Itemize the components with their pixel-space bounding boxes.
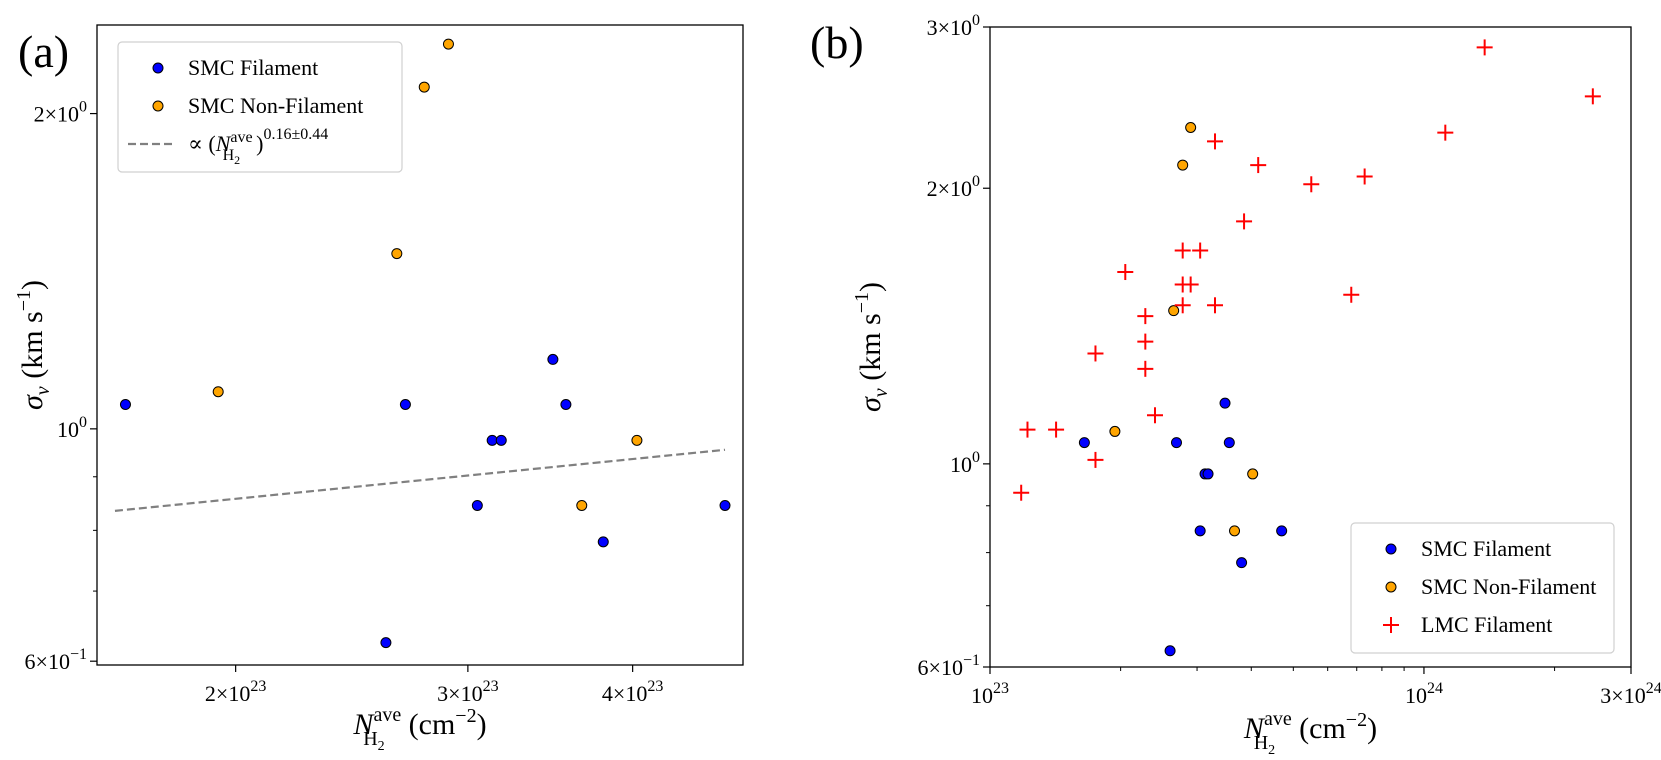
lmc-filament-point xyxy=(1182,276,1199,293)
y-tick-label: 2×100 xyxy=(34,99,87,127)
panel-a: (a) 2×1023 3×1023 4×1023 6×10−1 100 2×100 Nave H… xyxy=(13,24,744,754)
lmc-filament-point xyxy=(1476,39,1493,56)
legend-label: SMC Non-Filament xyxy=(1421,574,1596,599)
smc-filament-point xyxy=(495,434,507,446)
smc-filament-point xyxy=(119,398,131,410)
legend-label: SMC Filament xyxy=(188,55,318,80)
x-tick-label: 3×1023 xyxy=(437,678,498,706)
lmc-filament-point xyxy=(1236,213,1253,230)
legend-label: SMC Non-Filament xyxy=(188,93,363,118)
lmc-filament-point xyxy=(1356,168,1373,185)
x-tick-label: 2×1023 xyxy=(205,678,266,706)
smc-non-filament-point xyxy=(1168,305,1180,317)
y-axis-label: σv (km s−1) xyxy=(13,280,54,410)
lmc-filament-point xyxy=(1048,421,1065,438)
lmc-filament-point xyxy=(1087,451,1104,468)
legend-box xyxy=(1350,522,1615,654)
y-tick-label: 3×100 xyxy=(927,12,980,40)
smc-filament-point xyxy=(1219,397,1231,409)
smc-non-filament-point xyxy=(418,81,430,93)
smc-non-filament-point xyxy=(212,386,224,398)
x-tick-label: 1023 xyxy=(971,680,1009,708)
lmc-filament-point xyxy=(1192,242,1209,259)
smc-filament-point xyxy=(380,637,392,649)
smc-non-filament-point xyxy=(1247,468,1259,480)
plot-frame xyxy=(96,24,744,666)
panel-label: (b) xyxy=(810,17,864,68)
legend-label: SMC Filament xyxy=(1421,536,1551,561)
lmc-filament-point xyxy=(1019,421,1036,438)
smc-filament-point xyxy=(1276,525,1288,537)
lmc-filament-point xyxy=(1207,297,1224,314)
plot-frame xyxy=(989,26,1632,668)
smc-non-filament-point xyxy=(1177,159,1189,171)
x-tick-label: 4×1023 xyxy=(602,678,663,706)
smc-filament-point xyxy=(1170,437,1182,449)
smc-non-filament-point xyxy=(1185,122,1197,134)
legend: SMC Filament SMC Non-Filament LMC Filament xyxy=(1350,522,1615,654)
y-tick-label: 100 xyxy=(950,449,980,477)
lmc-filament-point xyxy=(1207,133,1224,150)
smc-filament-point xyxy=(719,499,731,511)
smc-non-filament-point xyxy=(631,434,643,446)
panel-b: (b) 1023 1024 3×1024 6×10−1 100 2×100 3×100 Nave… xyxy=(810,12,1661,758)
y-tick-label: 6×10−1 xyxy=(918,652,980,680)
smc-filament-point xyxy=(1164,645,1176,657)
x-axis-label: Nave H2(cm−2) xyxy=(1243,708,1377,758)
lmc-filament-point xyxy=(1137,333,1154,350)
smc-filament-point xyxy=(486,434,498,446)
smc-filament-point xyxy=(1078,437,1090,449)
legend: SMC Filament SMC Non-Filament ∝ (Nave H2)0.… xyxy=(117,41,403,173)
y-tick-label: 6×10−1 xyxy=(25,646,87,674)
smc-filament-point xyxy=(1202,468,1214,480)
smc-filament-point xyxy=(1236,557,1248,569)
lmc-filament-point xyxy=(1146,407,1163,424)
legend-marker-lmc-filament xyxy=(1383,617,1399,633)
lmc-filament-point xyxy=(1584,88,1601,105)
lmc-filament-point xyxy=(1174,242,1191,259)
legend-label: ∝ (Nave H2)0.16±0.44 xyxy=(188,126,328,167)
legend-marker-smc-filament xyxy=(152,62,164,74)
smc-filament-point xyxy=(547,353,559,365)
smc-filament-point xyxy=(560,398,572,410)
smc-filament-point xyxy=(1194,525,1206,537)
smc-filament-point xyxy=(1223,437,1235,449)
legend-marker-smc-filament xyxy=(1385,543,1397,555)
legend-marker-smc-non-filament xyxy=(152,100,164,112)
x-tick-label: 1024 xyxy=(1405,680,1443,708)
legend-marker-smc-non-filament xyxy=(1385,581,1397,593)
lmc-filament-point xyxy=(1137,360,1154,377)
smc-non-filament-point xyxy=(1109,425,1121,437)
smc-non-filament-point xyxy=(391,248,403,260)
lmc-filament-point xyxy=(1137,308,1154,325)
y-tick-label: 2×100 xyxy=(927,173,980,201)
legend-box xyxy=(117,41,403,173)
x-tick-label: 3×1024 xyxy=(1600,680,1661,708)
lmc-filament-point xyxy=(1437,124,1454,141)
lmc-filament-point xyxy=(1087,345,1104,362)
y-axis-label: σv (km s−1) xyxy=(851,282,892,412)
smc-filament-point xyxy=(399,398,411,410)
lmc-filament-point xyxy=(1250,157,1267,174)
smc-non-filament-point xyxy=(1229,525,1241,537)
panel-label: (a) xyxy=(18,26,69,77)
lmc-filament-point xyxy=(1343,286,1360,303)
lmc-filament-point xyxy=(1174,297,1191,314)
smc-non-filament-point xyxy=(576,499,588,511)
smc-filament-point xyxy=(471,499,483,511)
smc-non-filament-point xyxy=(442,38,454,50)
y-tick-label: 100 xyxy=(57,414,87,442)
smc-filament-point xyxy=(597,536,609,548)
lmc-filament-point xyxy=(1013,484,1030,501)
legend-label: LMC Filament xyxy=(1421,612,1552,637)
lmc-filament-point xyxy=(1117,264,1134,281)
fit-line xyxy=(114,448,726,512)
x-axis-label: Nave H2(cm−2) xyxy=(352,704,486,754)
lmc-filament-point xyxy=(1303,176,1320,193)
